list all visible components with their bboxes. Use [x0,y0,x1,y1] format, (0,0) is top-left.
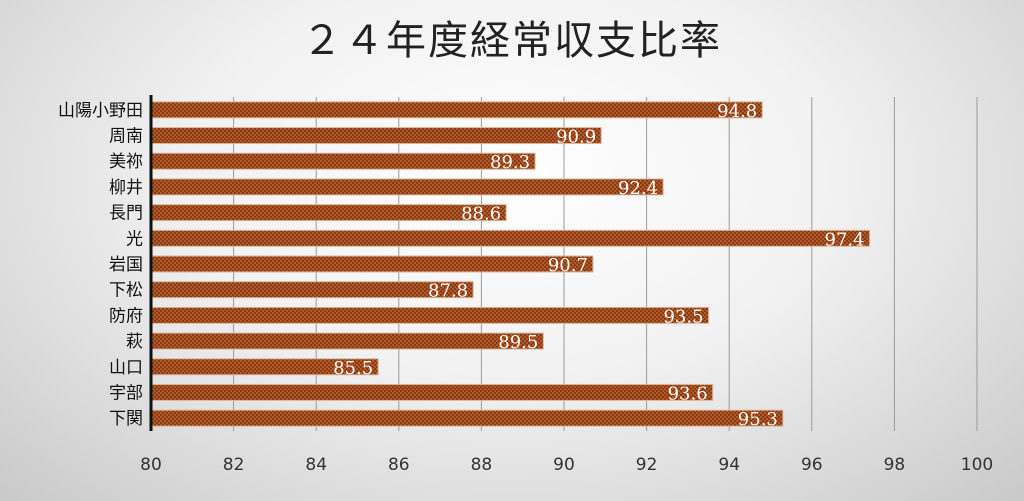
category-label: 山口 [109,358,143,378]
category-label: 光 [126,229,143,249]
data-label: 90.9 [556,127,596,148]
x-tick-label: 100 [961,455,993,475]
data-label: 93.6 [668,383,708,404]
data-label: 94.8 [717,101,757,122]
category-label: 宇部 [109,383,143,403]
x-tick-label: 82 [223,455,245,475]
x-tick-label: 92 [636,455,658,475]
data-label: 92.4 [618,178,658,199]
x-tick-label: 90 [553,455,575,475]
data-label: 85.5 [333,358,373,379]
category-label: 長門 [109,204,143,224]
chart-title: ２４年度経常収支比率 [302,18,722,64]
x-tick-label: 84 [305,455,327,475]
x-tick-label: 94 [718,455,740,475]
x-tick-label: 96 [801,455,823,475]
bar [150,152,536,170]
category-label: 萩 [126,332,143,352]
x-tick-label: 88 [471,455,493,475]
bar [150,281,474,299]
bar [150,178,664,196]
bar [150,229,871,247]
data-label: 95.3 [738,409,778,430]
category-label: 防府 [109,306,143,326]
data-label: 90.7 [548,255,588,276]
bar [150,101,763,119]
data-label: 97.4 [825,229,865,250]
category-label: 下松 [109,281,143,301]
category-label: 柳井 [109,178,143,198]
category-label: 岩国 [109,255,143,275]
bar [150,383,714,401]
bar [150,255,594,273]
data-label: 93.5 [663,306,703,327]
data-label: 89.5 [498,332,538,353]
category-label: 下関 [109,409,143,429]
bar [150,332,544,350]
bar [150,409,784,427]
bar [150,204,507,222]
x-tick-label: 80 [140,455,162,475]
category-label: 山陽小野田 [58,101,143,121]
data-label: 89.3 [490,152,530,173]
x-tick-label: 86 [388,455,410,475]
x-tick-label: 98 [884,455,906,475]
category-label: 美祢 [109,152,143,172]
data-label: 87.8 [428,281,468,302]
bar [150,127,602,145]
bar [150,306,710,324]
data-label: 88.6 [461,204,501,225]
category-label: 周南 [109,127,143,147]
